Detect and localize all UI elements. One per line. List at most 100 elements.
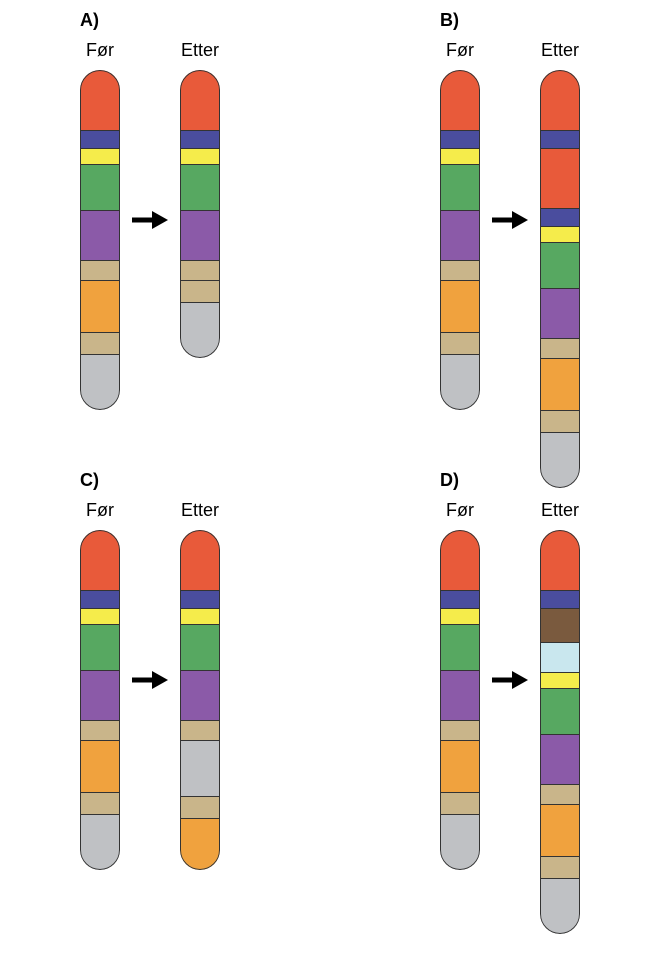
band-gray — [540, 878, 580, 934]
band-green — [180, 624, 220, 671]
chromosome-A-before — [80, 70, 120, 410]
band-navy — [180, 590, 220, 609]
band-navy — [540, 208, 580, 227]
band-yellow — [180, 148, 220, 165]
band-gray — [180, 740, 220, 797]
band-orange — [80, 740, 120, 793]
chromosome-A-after — [180, 70, 220, 358]
page-root: A)FørEtterB)FørEtterC)FørEtterD)FørEtter — [0, 0, 660, 961]
band-tan — [540, 856, 580, 879]
band-navy — [80, 590, 120, 609]
band-gray — [180, 302, 220, 358]
band-purple — [440, 670, 480, 721]
band-brown — [540, 608, 580, 643]
band-green — [440, 624, 480, 671]
after-label: Etter — [170, 40, 230, 61]
chromosome-B-after — [540, 70, 580, 488]
band-purple — [180, 670, 220, 721]
band-tan — [540, 338, 580, 359]
band-tan — [180, 796, 220, 819]
after-label: Etter — [530, 40, 590, 61]
band-red — [440, 530, 480, 590]
band-gray — [80, 814, 120, 870]
band-tan — [440, 260, 480, 281]
band-yellow — [540, 672, 580, 689]
band-yellow — [180, 608, 220, 625]
band-navy — [540, 590, 580, 609]
band-purple — [180, 210, 220, 261]
panel-C: C)FørEtter — [80, 470, 280, 940]
band-navy — [540, 130, 580, 149]
arrow-icon — [130, 668, 170, 692]
band-red — [540, 70, 580, 130]
band-tan — [180, 280, 220, 303]
band-navy — [180, 130, 220, 149]
band-yellow — [540, 226, 580, 243]
band-purple — [440, 210, 480, 261]
band-purple — [80, 670, 120, 721]
band-yellow — [440, 148, 480, 165]
band-gray — [440, 814, 480, 870]
band-green — [80, 164, 120, 211]
band-tan — [180, 720, 220, 741]
chromosome-C-after — [180, 530, 220, 870]
panel-label-D: D) — [440, 470, 459, 491]
band-green — [180, 164, 220, 211]
after-label: Etter — [530, 500, 590, 521]
chromosome-C-before — [80, 530, 120, 870]
panel-label-C: C) — [80, 470, 99, 491]
band-purple — [80, 210, 120, 261]
band-tan — [80, 332, 120, 355]
band-tan — [80, 720, 120, 741]
band-orange — [440, 740, 480, 793]
arrow-icon — [130, 208, 170, 232]
band-red — [80, 70, 120, 130]
band-gray — [440, 354, 480, 410]
band-navy — [440, 590, 480, 609]
band-red — [440, 70, 480, 130]
band-red — [80, 530, 120, 590]
chromosome-D-after — [540, 530, 580, 934]
band-gray — [80, 354, 120, 410]
panel-label-B: B) — [440, 10, 459, 31]
band-tan — [180, 260, 220, 281]
band-orange — [80, 280, 120, 333]
band-green — [540, 688, 580, 735]
band-red — [540, 148, 580, 209]
band-tan — [440, 332, 480, 355]
before-label: Før — [430, 40, 490, 61]
band-red — [540, 530, 580, 590]
chromosome-B-before — [440, 70, 480, 410]
band-tan — [540, 410, 580, 433]
chromosome-D-before — [440, 530, 480, 870]
band-navy — [80, 130, 120, 149]
panel-D: D)FørEtter — [440, 470, 640, 940]
before-label: Før — [70, 40, 130, 61]
arrow-icon — [490, 208, 530, 232]
band-orange — [440, 280, 480, 333]
arrow-icon — [490, 668, 530, 692]
band-red — [180, 530, 220, 590]
after-label: Etter — [170, 500, 230, 521]
band-red — [180, 70, 220, 130]
band-green — [440, 164, 480, 211]
band-orange — [180, 818, 220, 870]
band-tan — [440, 720, 480, 741]
band-tan — [540, 784, 580, 805]
band-yellow — [80, 148, 120, 165]
band-tan — [80, 792, 120, 815]
band-orange — [540, 804, 580, 857]
band-orange — [540, 358, 580, 411]
band-lightblue — [540, 642, 580, 673]
band-purple — [540, 734, 580, 785]
band-tan — [80, 260, 120, 281]
panel-B: B)FørEtter — [440, 10, 640, 480]
band-yellow — [440, 608, 480, 625]
panel-A: A)FørEtter — [80, 10, 280, 480]
band-navy — [440, 130, 480, 149]
band-green — [540, 242, 580, 289]
before-label: Før — [430, 500, 490, 521]
band-yellow — [80, 608, 120, 625]
before-label: Før — [70, 500, 130, 521]
band-purple — [540, 288, 580, 339]
